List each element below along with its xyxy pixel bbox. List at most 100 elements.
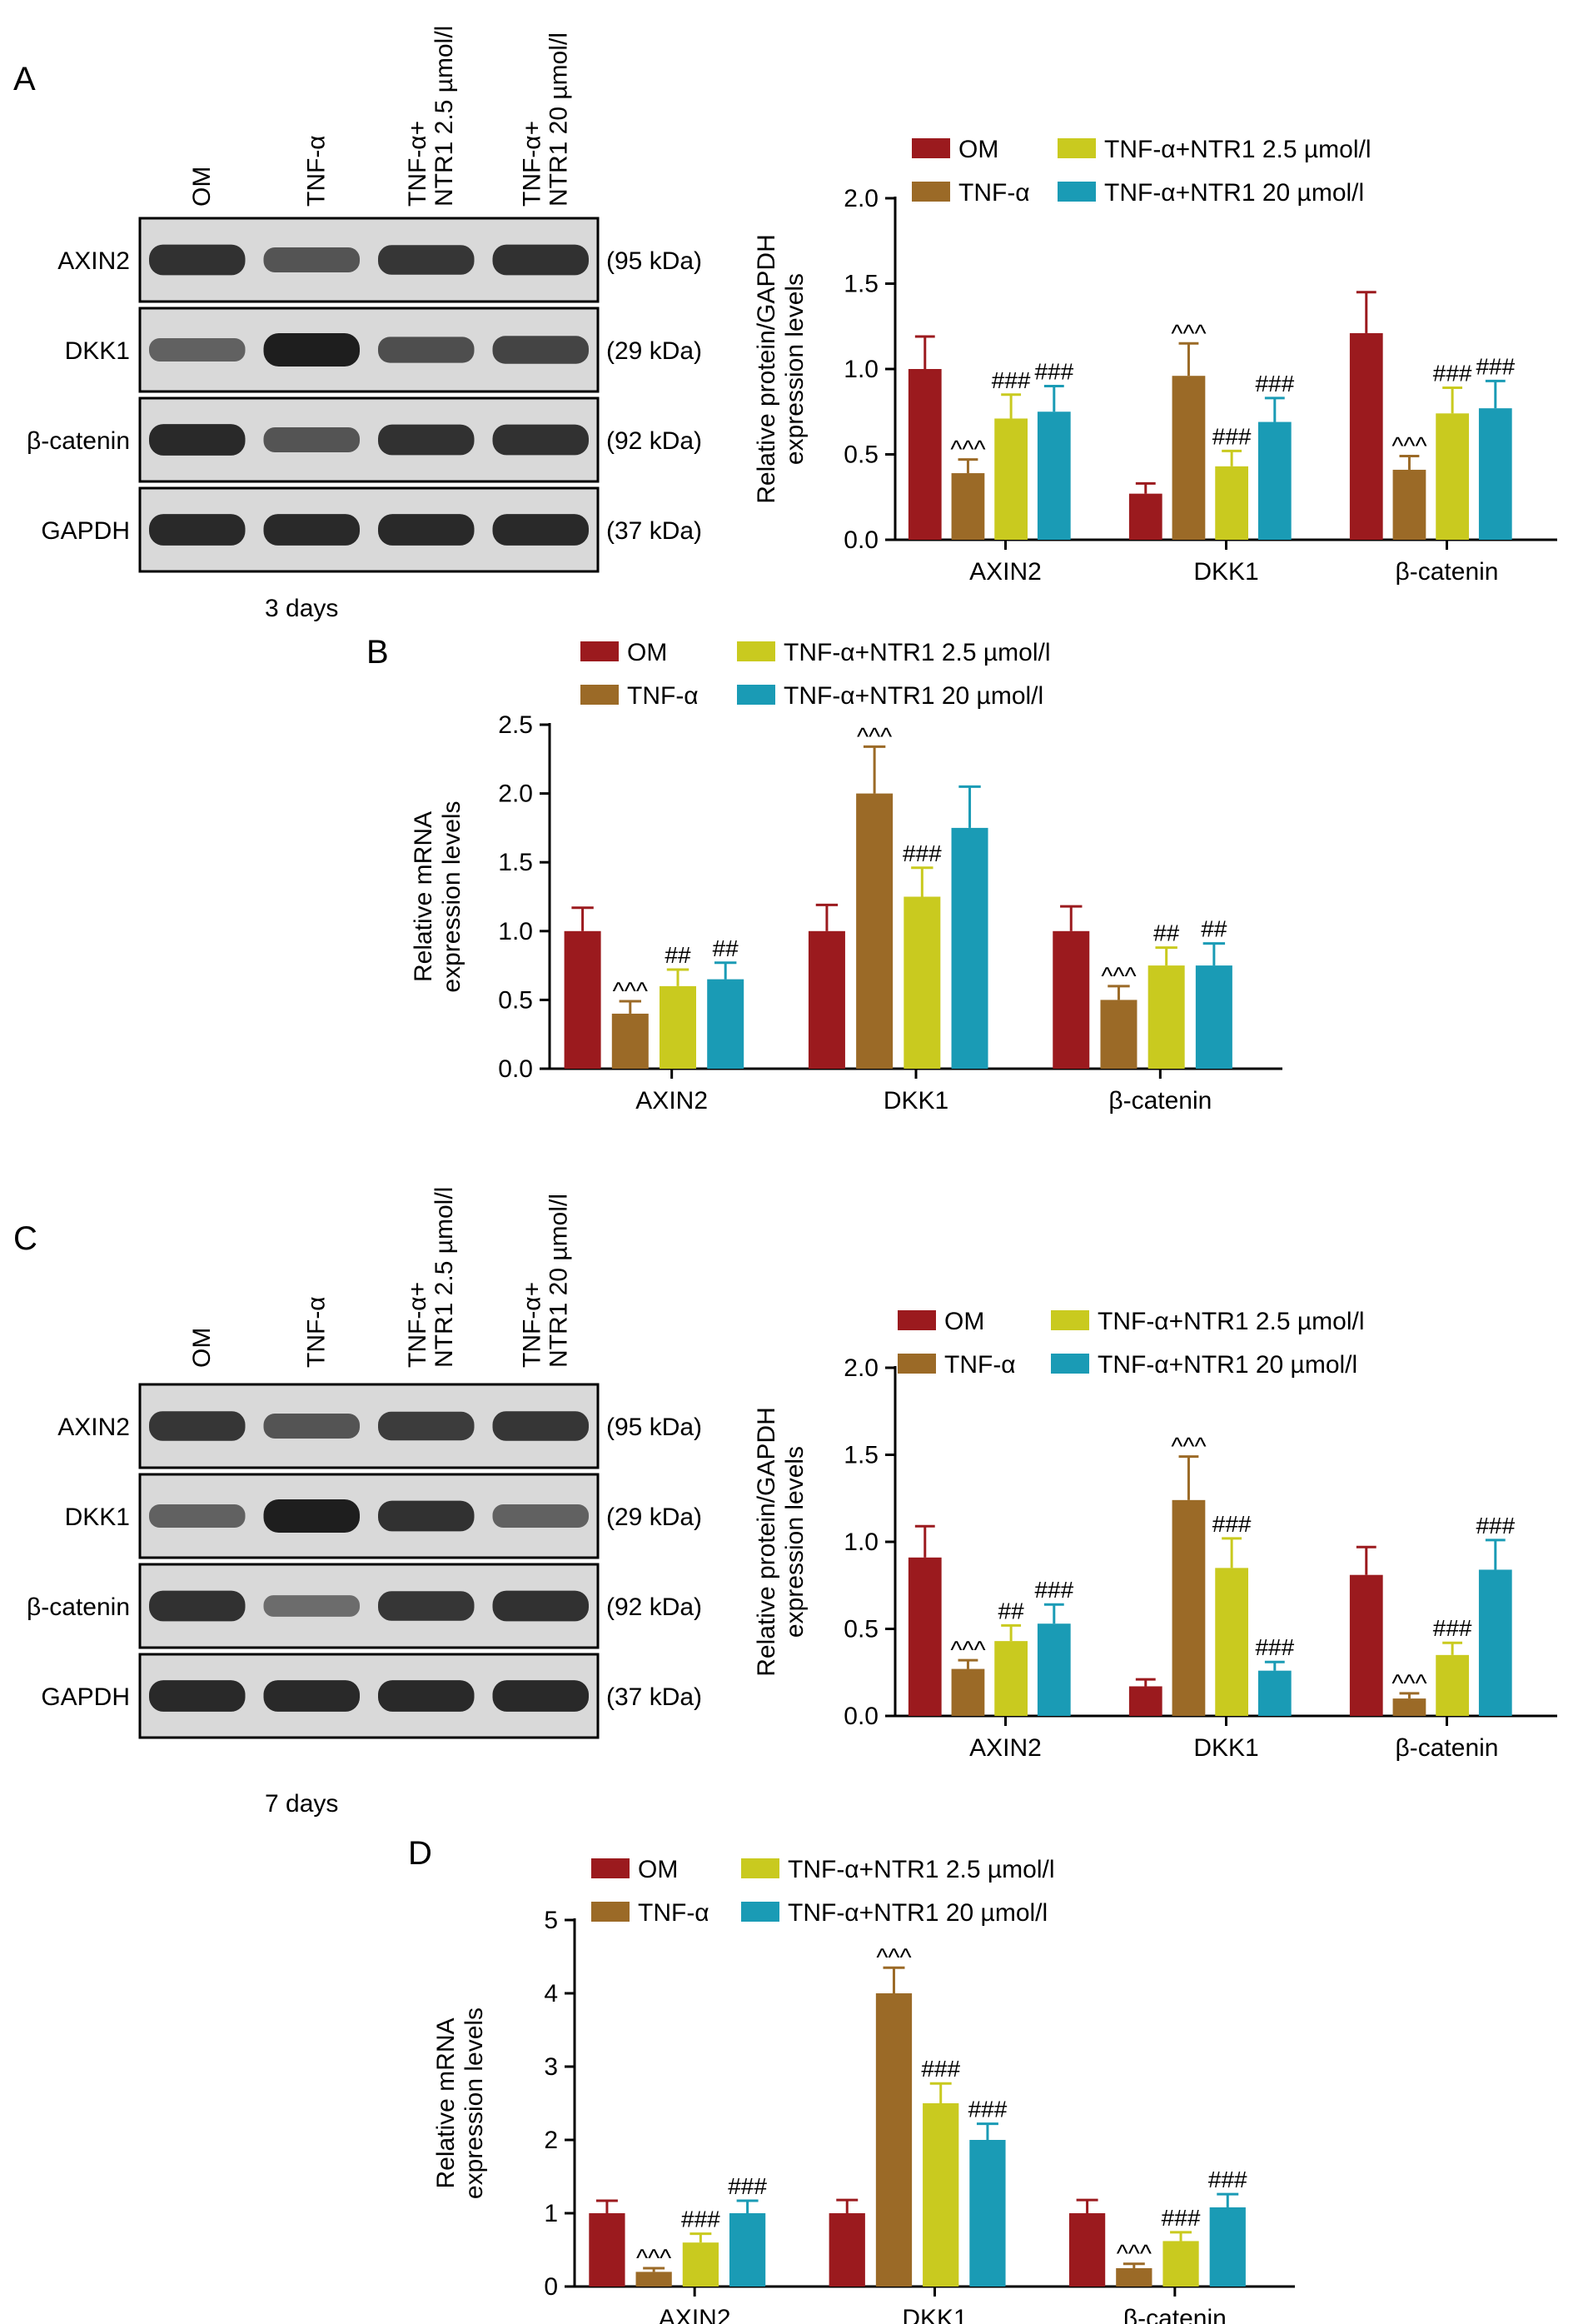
x-tick-label: β-catenin	[1396, 558, 1499, 586]
bar	[908, 369, 942, 540]
blot-band	[263, 333, 360, 367]
significance-marker: ###	[1162, 2205, 1201, 2231]
blot-band	[378, 1591, 475, 1621]
bar	[856, 793, 894, 1069]
y-tick-label: 1.0	[844, 1529, 879, 1556]
legend-swatch	[580, 641, 619, 661]
blot-column-label: TNF-α	[302, 1296, 330, 1368]
blot-band	[263, 426, 360, 453]
y-tick-label: 0.5	[498, 986, 533, 1014]
bar	[1172, 1499, 1206, 1716]
significance-marker: ###	[1034, 359, 1073, 385]
blot-band	[492, 1504, 589, 1528]
legend-label: OM	[944, 1308, 984, 1335]
bar	[1100, 1000, 1138, 1069]
bar	[969, 2140, 1006, 2287]
y-tick-label: 1.0	[844, 356, 879, 383]
x-tick-label: DKK1	[902, 2305, 967, 2324]
bar	[1195, 965, 1232, 1069]
blot-band	[492, 514, 589, 546]
bar	[908, 1557, 942, 1716]
bar	[951, 1668, 985, 1716]
blot-kda-label: (92 kDa)	[606, 1593, 702, 1621]
blot-caption: 3 days	[265, 595, 338, 622]
legend-swatch	[580, 685, 619, 705]
blot-band	[492, 1680, 589, 1712]
panel-letter-a: A	[13, 61, 36, 97]
y-axis-label: expression levels	[781, 1446, 809, 1638]
blot-band	[378, 245, 475, 275]
significance-marker: ^^^	[876, 1944, 911, 1972]
bar	[1215, 1568, 1248, 1716]
blot-column-label: NTR1 20 µmol/l	[545, 1194, 572, 1368]
legend-label: TNF-α	[958, 179, 1030, 207]
significance-marker: ##	[1201, 916, 1227, 942]
significance-marker: ###	[921, 2056, 960, 2082]
x-tick-label: DKK1	[1193, 558, 1258, 586]
legend-swatch	[898, 1310, 936, 1330]
bar	[1349, 1574, 1383, 1716]
blot-column-label: NTR1 2.5 µmol/l	[431, 26, 458, 207]
significance-marker: ##	[665, 942, 691, 968]
y-axis-label: Relative mRNA	[410, 811, 437, 982]
blot-band	[378, 1411, 475, 1441]
y-axis-label: Relative mRNA	[432, 2017, 460, 2188]
significance-marker: ###	[1476, 353, 1515, 379]
bar	[635, 2272, 672, 2287]
blot-row-label: DKK1	[65, 337, 130, 365]
significance-marker: ###	[903, 840, 942, 866]
blot-kda-label: (29 kDa)	[606, 337, 702, 365]
legend-swatch	[912, 138, 950, 158]
bar	[611, 1013, 649, 1069]
blot-row-label: GAPDH	[41, 517, 130, 545]
blot-band	[149, 338, 246, 362]
significance-marker: ###	[1212, 423, 1252, 449]
legend-label: TNF-α+NTR1 2.5 µmol/l	[1104, 136, 1371, 163]
x-tick-label: DKK1	[1193, 1734, 1258, 1762]
x-tick-label: AXIN2	[635, 1087, 708, 1115]
blot-column-label: TNF-α+	[518, 1282, 545, 1368]
panel-letter-d: D	[408, 1835, 432, 1872]
blot-band	[492, 1411, 589, 1441]
blot-kda-label: (95 kDa)	[606, 247, 702, 275]
y-tick-label: 0.0	[844, 526, 879, 554]
y-tick-label: 0.0	[498, 1055, 533, 1083]
bar	[682, 2242, 719, 2287]
legend-label: TNF-α+NTR1 20 µmol/l	[1098, 1351, 1357, 1379]
blot-column-label: TNF-α+	[518, 121, 545, 207]
y-tick-label: 2.0	[498, 780, 533, 808]
bar	[904, 896, 941, 1069]
significance-marker: ^^^	[1101, 963, 1136, 990]
legend-label: OM	[627, 639, 667, 666]
bar	[1068, 2213, 1106, 2287]
blot-band	[492, 336, 589, 364]
blot-band	[263, 247, 360, 273]
significance-marker: ^^^	[1171, 320, 1206, 347]
bar	[1128, 1686, 1162, 1716]
blot-band	[378, 1500, 475, 1532]
blot-band	[378, 514, 475, 546]
blot-column-label: NTR1 2.5 µmol/l	[431, 1187, 458, 1368]
legend-label: TNF-α	[944, 1351, 1016, 1379]
blot-caption: 7 days	[265, 1790, 338, 1818]
legend-label: OM	[638, 1856, 678, 1883]
legend-swatch	[1058, 138, 1096, 158]
legend-swatch	[1051, 1310, 1089, 1330]
y-axis-label: expression levels	[438, 800, 465, 992]
blot-column-label: TNF-α+	[404, 121, 431, 207]
significance-marker: ###	[1212, 1511, 1252, 1537]
legend-swatch	[737, 641, 775, 661]
blot-column-label: TNF-α	[302, 135, 330, 207]
blot-band	[149, 1680, 246, 1712]
legend-label: TNF-α+NTR1 2.5 µmol/l	[784, 639, 1051, 666]
blot-row-label: DKK1	[65, 1504, 130, 1531]
blot-band	[149, 424, 246, 456]
blot-band	[263, 1413, 360, 1439]
x-tick-label: AXIN2	[969, 1734, 1042, 1762]
legend-label: TNF-α	[638, 1899, 709, 1927]
significance-marker: ^^^	[636, 2245, 671, 2272]
significance-marker: ###	[968, 2097, 1008, 2122]
x-tick-label: β-catenin	[1123, 2305, 1227, 2324]
legend-label: TNF-α+NTR1 2.5 µmol/l	[788, 1856, 1055, 1883]
x-tick-label: DKK1	[884, 1087, 948, 1115]
